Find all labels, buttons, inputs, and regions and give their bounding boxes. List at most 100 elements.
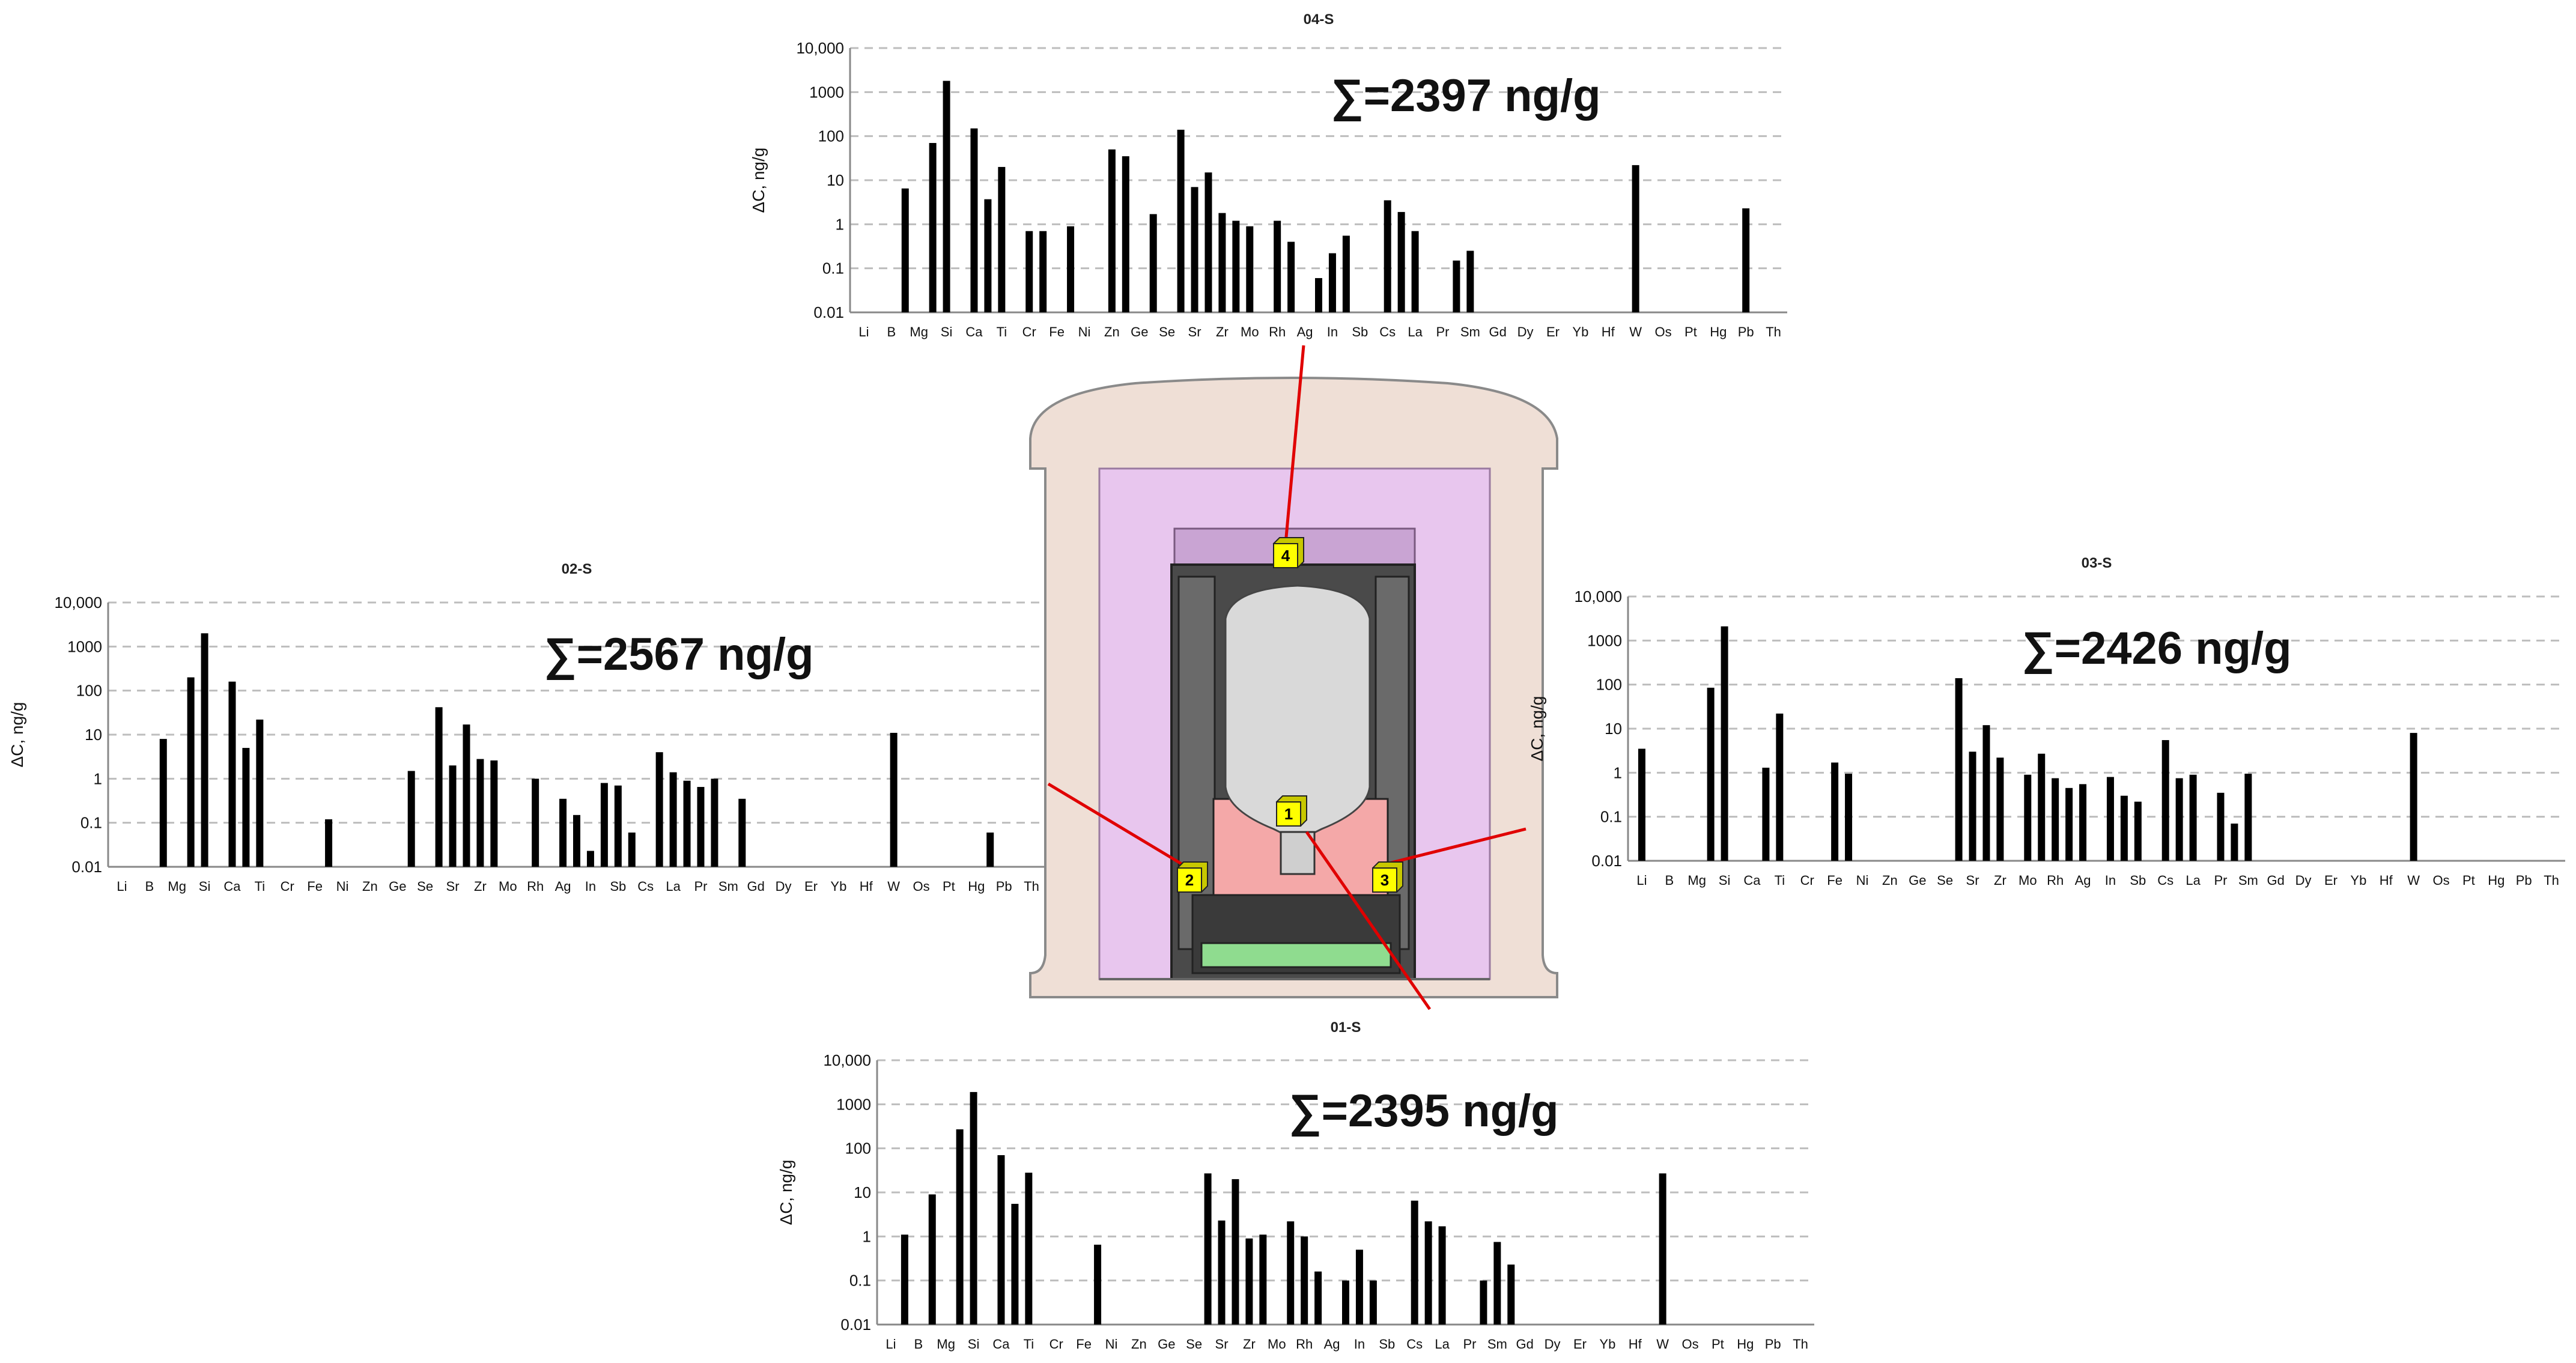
chart-02-s: 0.01 0.1 1 10 100 1000 10,000 Li B Mg Si Ca Ti Cr Fe Ni… xyxy=(8,561,1045,894)
x-tick-label: Zn xyxy=(1104,324,1120,339)
bar xyxy=(2065,788,2073,861)
bar xyxy=(1453,260,1460,312)
bar xyxy=(325,819,333,867)
x-tick-label: Pt xyxy=(1684,324,1697,339)
bar xyxy=(187,677,195,867)
bar xyxy=(449,765,457,867)
x-tick-label: Sb xyxy=(610,879,626,894)
x-tick-label: Er xyxy=(804,879,818,894)
x-tick-label: Zn xyxy=(1131,1337,1147,1352)
x-tick-label: W xyxy=(887,879,900,894)
y-tick-label: 1000 xyxy=(1587,631,1622,649)
x-tick-label: Os xyxy=(1654,324,1671,339)
bar xyxy=(1845,773,1853,861)
x-tick-label: Zr xyxy=(1243,1337,1256,1352)
x-tick-label: Mg xyxy=(937,1337,955,1352)
bar xyxy=(476,759,484,867)
x-tick-label: Ni xyxy=(1078,324,1091,339)
x-tick-label: Se xyxy=(1186,1337,1202,1352)
bar xyxy=(573,815,580,867)
x-tick-label: Sr xyxy=(1188,324,1201,339)
bar xyxy=(1466,250,1474,312)
y-tick-label: 0.01 xyxy=(71,858,102,876)
x-tick-label: In xyxy=(585,879,596,894)
bar xyxy=(1996,757,2004,861)
bar xyxy=(1355,1249,1363,1325)
x-tick-label: Yb xyxy=(1572,324,1588,339)
x-tick-label: Pb xyxy=(996,879,1012,894)
x-tick-label: In xyxy=(2105,873,2116,888)
x-tick-label: B xyxy=(914,1337,923,1352)
x-tick-label: Ni xyxy=(1856,873,1869,888)
chart-01-s: 0.01 0.1 1 10 100 1000 10,000 Li B Mg Si Ca Ti Cr Fe Ni… xyxy=(777,1019,1814,1352)
x-tick-label: Rh xyxy=(527,879,544,894)
x-tick-label: Pt xyxy=(1712,1337,1724,1352)
bar xyxy=(1232,220,1240,312)
x-tick-label: Ni xyxy=(336,879,349,894)
bar xyxy=(1411,231,1419,312)
y-tick-label: 0.1 xyxy=(822,260,844,278)
bar xyxy=(2038,753,2046,861)
bar xyxy=(1369,1280,1377,1325)
x-tick-label: Fe xyxy=(307,879,323,894)
sample-marker-4: 4 xyxy=(1272,537,1304,569)
x-tick-label: Si xyxy=(199,879,211,894)
bar xyxy=(1025,1173,1033,1325)
x-tick-label: Cs xyxy=(2157,873,2174,888)
x-tick-label: Hg xyxy=(1710,324,1727,339)
x-tick-label: Pr xyxy=(1436,324,1449,339)
bar xyxy=(1218,1220,1226,1325)
x-tick-label: Pr xyxy=(2214,873,2227,888)
bar xyxy=(1245,1238,1253,1325)
bar xyxy=(1094,1245,1102,1325)
x-tick-label: Rh xyxy=(1269,324,1286,339)
bar xyxy=(1287,241,1295,312)
x-tick-label: W xyxy=(1656,1337,1669,1352)
bar xyxy=(1204,1173,1212,1325)
x-tick-label: Pt xyxy=(943,879,955,894)
bar xyxy=(1204,172,1212,312)
x-tick-label: La xyxy=(666,879,681,894)
sum-annotation: ∑=2567 ng/g xyxy=(544,629,813,680)
bar xyxy=(928,1194,936,1325)
x-tick-label: Os xyxy=(2432,873,2449,888)
x-tick-label: Ag xyxy=(555,879,571,894)
y-tick-label: 10 xyxy=(1605,720,1622,738)
x-tick-label: Th xyxy=(1793,1337,1808,1352)
y-tick-label: 100 xyxy=(76,682,102,700)
x-tick-label: Sr xyxy=(1966,873,1979,888)
bar xyxy=(1301,1236,1308,1325)
y-tick-label: 1000 xyxy=(67,637,102,655)
x-tick-label: Yb xyxy=(1599,1337,1615,1352)
bar xyxy=(1314,1271,1322,1325)
bar xyxy=(532,779,539,867)
x-tick-label: Cs xyxy=(637,879,654,894)
bar xyxy=(1232,1179,1239,1325)
marker-number: 4 xyxy=(1281,547,1290,565)
bar xyxy=(1342,1280,1349,1325)
x-tick-label: Er xyxy=(2324,873,2338,888)
y-tick-label: 100 xyxy=(845,1140,871,1158)
x-tick-label: Dy xyxy=(2295,873,2312,888)
x-tick-label: La xyxy=(1408,324,1423,339)
y-tick-label: 1 xyxy=(1614,763,1622,782)
x-tick-label: Hf xyxy=(2380,873,2393,888)
y-tick-label: 1 xyxy=(94,770,102,788)
x-tick-label: Ge xyxy=(1158,1337,1175,1352)
x-tick-label: Ge xyxy=(1131,324,1148,339)
x-tick-label: Sr xyxy=(1215,1337,1229,1352)
bar xyxy=(407,771,415,867)
bar xyxy=(2120,795,2128,861)
x-tick-label: Dy xyxy=(1517,324,1534,339)
bar xyxy=(1328,253,1336,312)
bar xyxy=(201,633,208,867)
y-tick-label: 0.01 xyxy=(1591,852,1622,870)
x-tick-label: Cr xyxy=(1800,873,1814,888)
chart-03-s: 0.01 0.1 1 10 100 1000 10,000 Li B Mg Si Ca Ti Cr Fe Ni… xyxy=(1528,555,2565,888)
x-tick-label: Se xyxy=(1937,873,1953,888)
x-tick-label: B xyxy=(1665,873,1674,888)
x-tick-label: W xyxy=(2407,873,2420,888)
bar xyxy=(1659,1173,1666,1325)
bar xyxy=(559,798,567,867)
